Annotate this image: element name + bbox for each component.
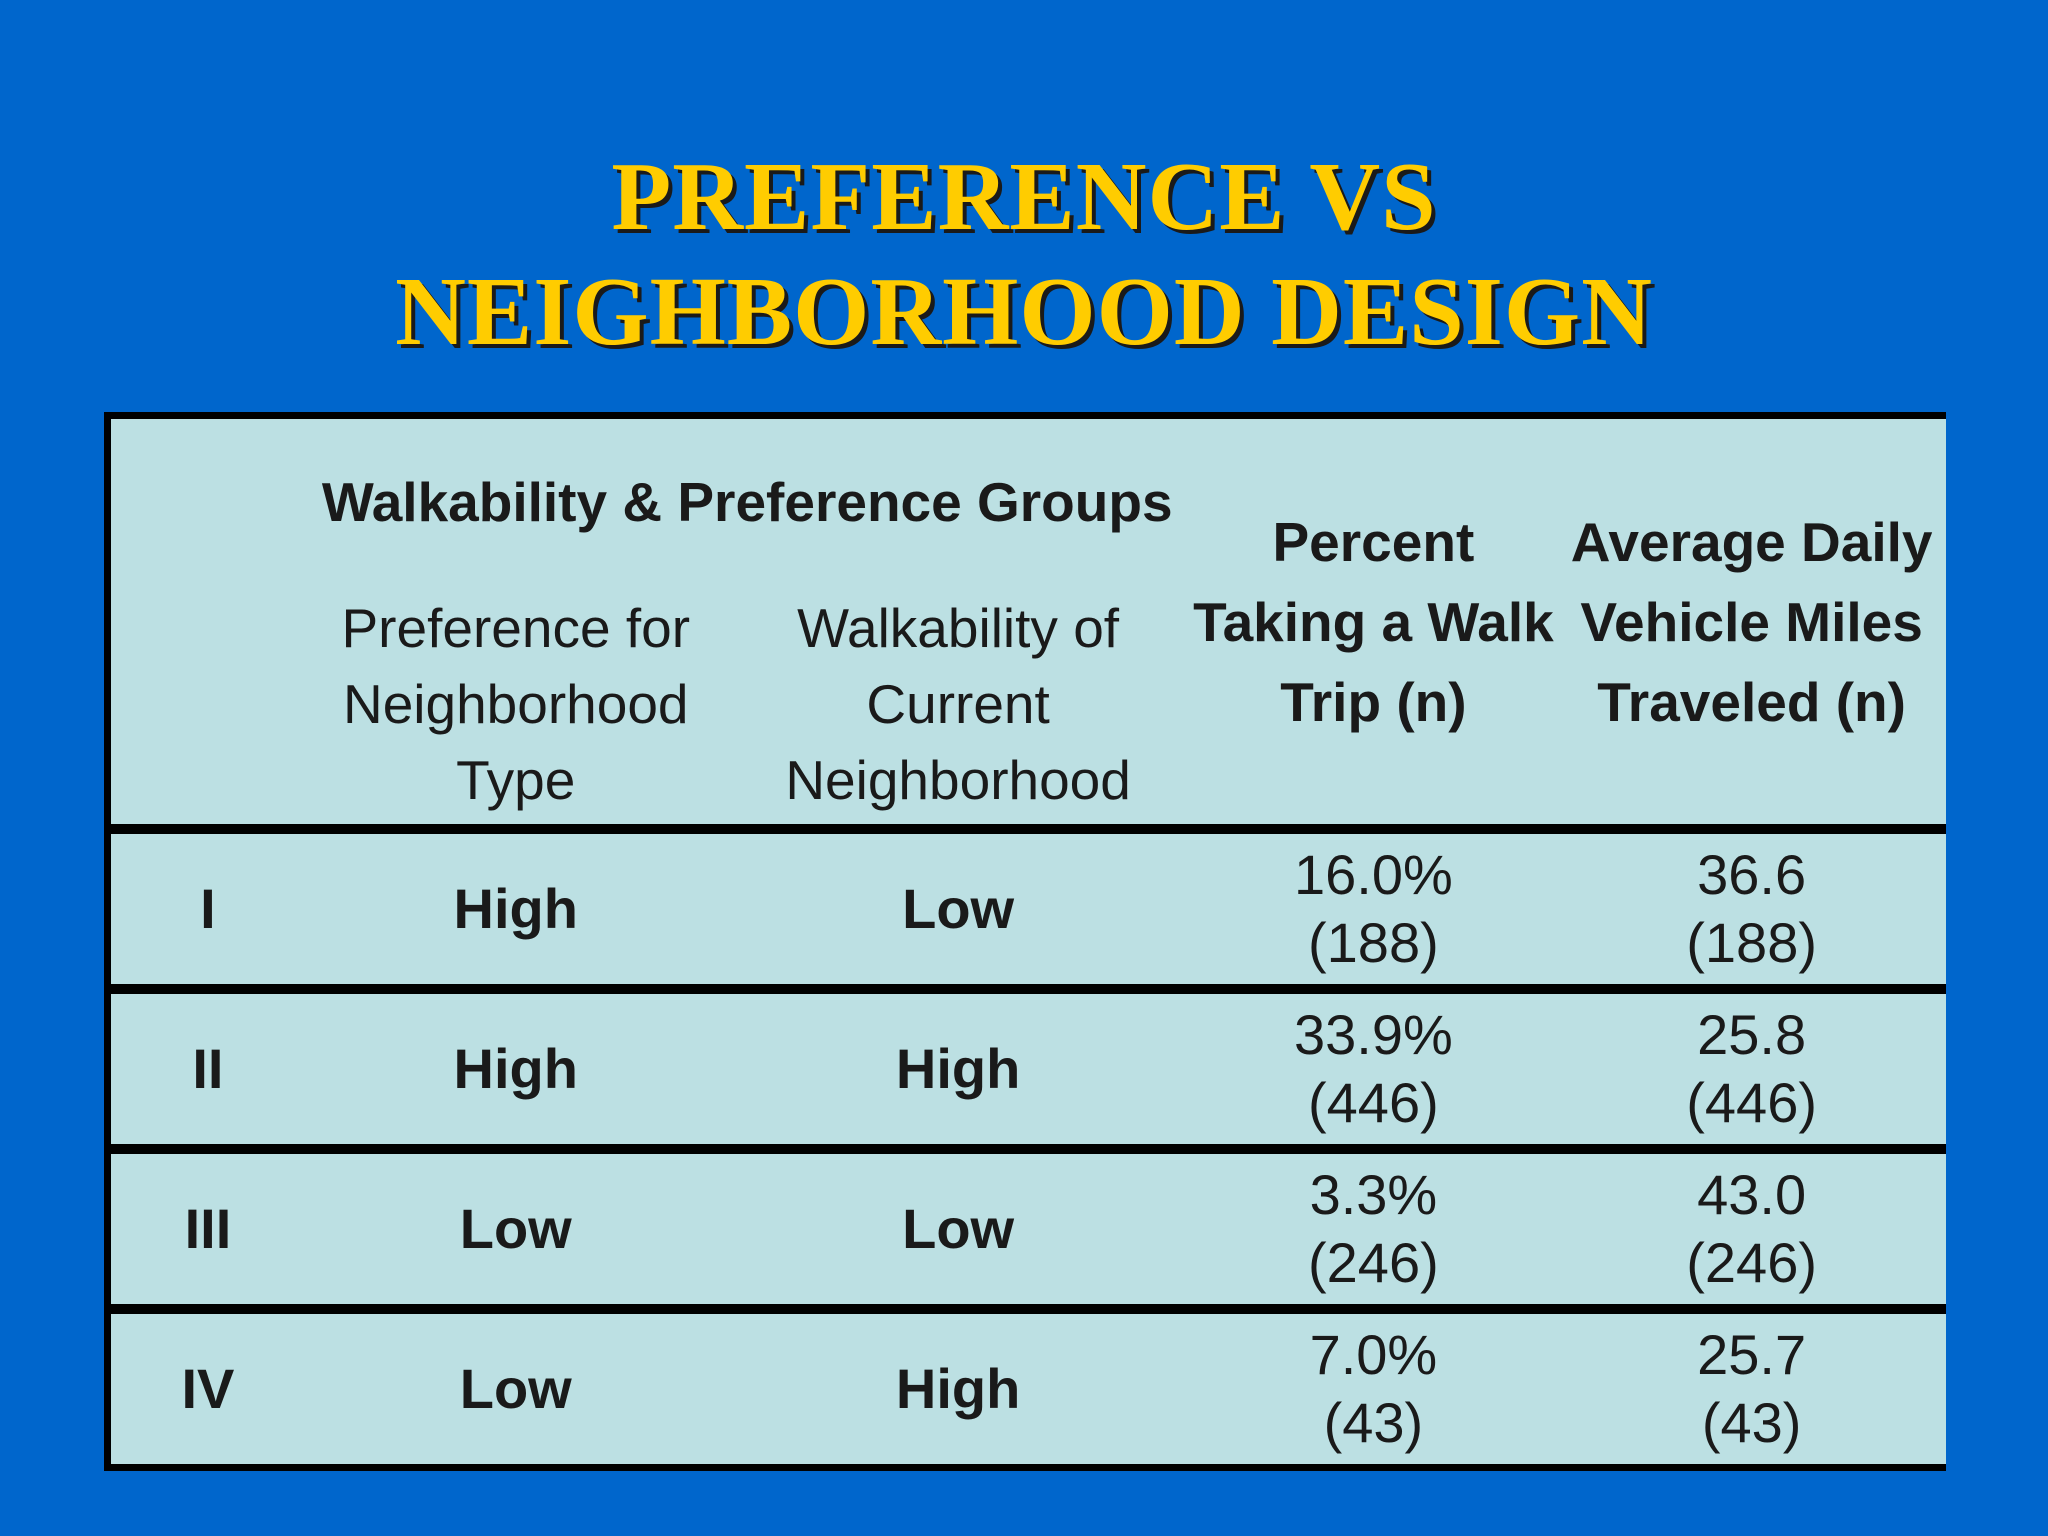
walkability-cell: High <box>726 1304 1190 1468</box>
results-table: Walkability & Preference Groups Percent … <box>104 412 1946 1471</box>
vmt-n: (446) <box>1686 1071 1817 1134</box>
table-row: II High High 33.9% (446) 25.8 (446) <box>107 984 1946 1149</box>
slide-title-line-1: PREFERENCE VS <box>611 143 1437 251</box>
vmt-value: 36.6 <box>1697 843 1807 906</box>
vmt-cell: 25.7 (43) <box>1557 1304 1946 1468</box>
walk-trip-cell: 33.9% (446) <box>1189 984 1558 1149</box>
vmt-value: 25.8 <box>1697 1003 1807 1066</box>
walkability-cell: Low <box>726 1144 1190 1309</box>
walk-trip-header: Percent Taking a Walk Trip (n) <box>1193 510 1554 733</box>
walk-trip-percent: 3.3% <box>1309 1163 1438 1226</box>
walk-trip-cell: 7.0% (43) <box>1189 1304 1558 1468</box>
group-cell: II <box>107 984 305 1149</box>
walk-trip-n: (246) <box>1308 1231 1439 1294</box>
table-row: IV Low High 7.0% (43) 25.7 (43) <box>107 1304 1946 1468</box>
walkability-cell: Low <box>726 824 1190 989</box>
vmt-value: 25.7 <box>1697 1323 1807 1386</box>
walk-trip-cell: 16.0% (188) <box>1189 824 1558 989</box>
walk-trip-percent: 33.9% <box>1293 1003 1453 1066</box>
walk-trip-percent: 16.0% <box>1293 843 1453 906</box>
vmt-n: (246) <box>1686 1231 1817 1294</box>
walk-trip-n: (43) <box>1323 1391 1424 1454</box>
vmt-cell: 43.0 (246) <box>1557 1144 1946 1309</box>
group-cell: III <box>107 1144 305 1309</box>
preference-cell: High <box>304 824 727 989</box>
walk-trip-n: (446) <box>1308 1071 1439 1134</box>
vmt-cell: 36.6 (188) <box>1557 824 1946 989</box>
slide-title: PREFERENCE VS NEIGHBORHOOD DESIGN <box>0 140 2048 370</box>
group-header: Walkability & Preference Groups <box>321 470 1173 533</box>
vmt-header: Average Daily Vehicle Miles Traveled (n) <box>1570 510 1933 733</box>
table-row: III Low Low 3.3% (246) 43.0 (246) <box>107 1144 1946 1309</box>
vmt-value: 43.0 <box>1697 1163 1807 1226</box>
walk-trip-cell: 3.3% (246) <box>1189 1144 1558 1309</box>
preference-subheader: Preference for Neighborhood Type <box>341 597 691 811</box>
vmt-n: (43) <box>1701 1391 1802 1454</box>
header-row-1: Walkability & Preference Groups Percent … <box>108 416 1947 733</box>
vmt-n: (188) <box>1686 911 1817 974</box>
walkability-subheader: Walkability of Current Neighborhood <box>785 597 1131 811</box>
preference-cell: Low <box>304 1304 727 1468</box>
preference-cell: Low <box>304 1144 727 1309</box>
walkability-cell: High <box>726 984 1190 1149</box>
header-row-2: Preference for Neighborhood Type Walkabi… <box>108 584 1947 829</box>
walk-trip-n: (188) <box>1308 911 1439 974</box>
group-cell: IV <box>107 1304 305 1468</box>
walk-trip-percent: 7.0% <box>1309 1323 1438 1386</box>
preference-cell: High <box>304 984 727 1149</box>
vmt-cell: 25.8 (446) <box>1557 984 1946 1149</box>
header-empty-cell <box>108 416 305 830</box>
slide-title-line-2: NEIGHBORHOOD DESIGN <box>395 258 1653 366</box>
table-row: I High Low 16.0% (188) 36.6 (188) <box>107 824 1946 989</box>
group-cell: I <box>107 824 305 989</box>
